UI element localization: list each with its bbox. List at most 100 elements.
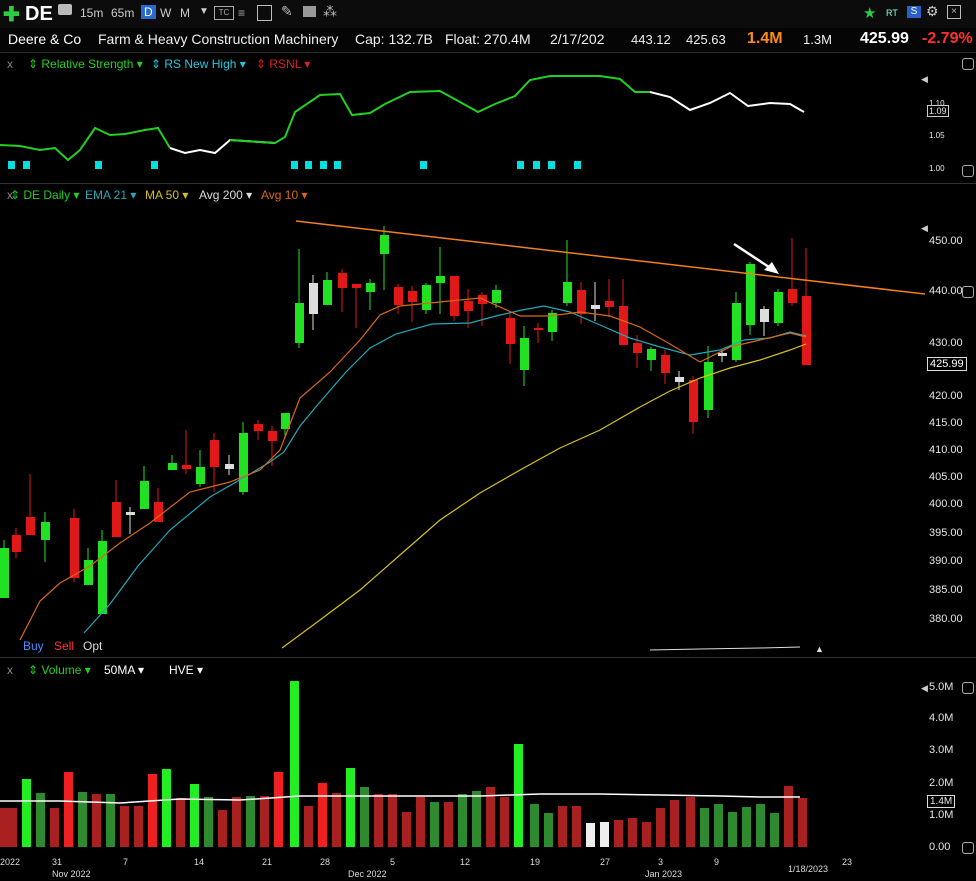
rs-new-high-marker	[517, 161, 524, 169]
rs-new-high-marker	[23, 161, 30, 169]
industry-name[interactable]: Farm & Heavy Construction Machinery	[98, 31, 339, 47]
share-icon[interactable]: ⁂	[323, 3, 337, 19]
candle-body	[168, 463, 177, 470]
candle-body	[492, 290, 501, 303]
volume-panel-scroll-icon-2[interactable]	[962, 842, 974, 854]
rs-new-high-marker	[95, 161, 102, 169]
rs-new-high-label[interactable]: ⇕ RS New High ▾	[151, 57, 246, 71]
price-collapse-icon[interactable]: ◀	[921, 223, 928, 233]
candle-body	[577, 290, 586, 314]
candle-body	[366, 283, 375, 292]
ema21-label[interactable]: EMA 21 ▾	[85, 188, 137, 202]
close-window-icon[interactable]: ×	[947, 5, 961, 19]
rs-line-2	[229, 75, 650, 145]
volume-50ma-label[interactable]: 50MA ▾	[104, 663, 145, 677]
star-icon[interactable]: ★	[863, 5, 877, 22]
date-tick-label: 27	[600, 857, 611, 867]
candle-body	[450, 276, 459, 316]
rs-new-high-marker	[291, 161, 298, 169]
hve-label[interactable]: HVE ▾	[169, 663, 204, 677]
de-daily-label[interactable]: ⇕ DE Daily ▾	[10, 188, 80, 202]
volume-bar	[0, 808, 9, 847]
interval-monthly[interactable]: M	[180, 6, 190, 20]
volume-bar	[332, 793, 341, 847]
realtime-tag[interactable]: RT	[886, 8, 898, 18]
options-button[interactable]: Opt	[83, 639, 103, 653]
avg200-label[interactable]: Avg 200 ▾	[199, 188, 253, 202]
volume-bar	[628, 818, 637, 847]
add-symbol-icon[interactable]: ✚	[3, 4, 20, 26]
scan-icon[interactable]: S	[907, 6, 921, 18]
folder-icon[interactable]	[58, 4, 72, 15]
volume-bar	[190, 784, 199, 847]
candle-body	[619, 306, 628, 345]
price-axis-label: 390.00	[929, 555, 963, 567]
candle-body	[591, 305, 600, 309]
rs-panel-scroll-icon-2[interactable]	[962, 165, 974, 177]
candle-body	[548, 313, 557, 332]
float-shares: Float: 270.4M	[445, 31, 531, 47]
volume-panel-scroll-icon[interactable]	[962, 682, 974, 694]
rs-new-high-text: RS New High	[164, 57, 237, 71]
avg10-label[interactable]: Avg 10 ▾	[261, 188, 308, 202]
volume-collapse-icon[interactable]: ◀	[921, 683, 928, 693]
technicals-icon[interactable]: TC	[214, 6, 234, 20]
symbol-label[interactable]: DE	[25, 3, 53, 25]
rsnl-text: RSNL	[269, 57, 301, 71]
price-axis-label: 430.00	[929, 337, 963, 349]
volume-bar	[530, 804, 539, 847]
candle-body	[98, 541, 107, 614]
volume-bar	[586, 823, 595, 847]
price-panel-scroll-icon[interactable]	[962, 286, 974, 298]
volume-axis-label: 5.0M	[929, 681, 954, 693]
interval-65m[interactable]: 65m	[111, 6, 135, 20]
rsnl-label[interactable]: ⇕ RSNL ▾	[256, 57, 311, 71]
layout-icon[interactable]	[303, 6, 316, 17]
candle-body	[704, 362, 713, 410]
rs-axis-label: 1.10	[929, 99, 945, 108]
expand-up-icon[interactable]: ▲	[815, 644, 824, 654]
interval-15m[interactable]: 15m	[80, 6, 104, 20]
draw-pencil-icon[interactable]: ✎	[281, 3, 293, 19]
candle-body	[689, 380, 698, 422]
top-toolbar: ✚ DE 15m 65m D W M ▼ TC ≡ ✎ ⁂ ★ RT S ⚙ ×	[0, 0, 976, 28]
symbol-info-bar: Deere & Co Farm & Heavy Construction Mac…	[0, 28, 976, 53]
price-axis-label: 410.00	[929, 444, 963, 456]
rs-panel-close-icon[interactable]: x	[7, 57, 13, 71]
menu-icon[interactable]: ≡	[238, 6, 246, 20]
candle-body	[520, 338, 529, 370]
price-panel-close-icon[interactable]: x	[7, 188, 13, 202]
interval-daily[interactable]: D	[141, 5, 156, 19]
candle-body	[309, 283, 318, 314]
candle-body	[633, 343, 642, 353]
rs-panel-scroll-icon[interactable]	[962, 58, 974, 70]
calculator-icon[interactable]	[257, 5, 272, 21]
volume-bar	[416, 797, 425, 847]
buy-button[interactable]: Buy	[23, 639, 44, 653]
ma50-label[interactable]: MA 50 ▾	[145, 188, 189, 202]
volume-bar	[318, 783, 327, 847]
avg10-line	[19, 297, 807, 641]
arrow-anchor-2	[735, 241, 771, 244]
volume-bar	[756, 804, 765, 847]
rs-axis-label: 1.00	[929, 164, 945, 173]
candle-body	[605, 301, 614, 307]
volume-panel-close-icon[interactable]: x	[7, 663, 13, 677]
interval-dropdown-icon[interactable]: ▼	[199, 6, 209, 17]
relative-strength-label[interactable]: ⇕ Relative Strength ▾	[28, 57, 143, 71]
avg200-line	[649, 646, 801, 651]
price-axis-label: 415.00	[929, 417, 963, 429]
candle-body	[281, 413, 290, 429]
rs-collapse-icon[interactable]: ◀	[921, 74, 928, 84]
trendline	[295, 220, 926, 295]
date-tick-label: 5	[390, 857, 396, 867]
date-tick-label: 31	[52, 857, 63, 867]
volume-bar	[162, 769, 171, 847]
interval-weekly[interactable]: W	[160, 6, 172, 20]
candle-body	[84, 560, 93, 585]
volume-label[interactable]: ⇕ Volume ▾	[28, 663, 91, 677]
candle-body	[112, 502, 121, 537]
settings-gear-icon[interactable]: ⚙	[926, 3, 939, 19]
sell-button[interactable]: Sell	[54, 639, 75, 653]
